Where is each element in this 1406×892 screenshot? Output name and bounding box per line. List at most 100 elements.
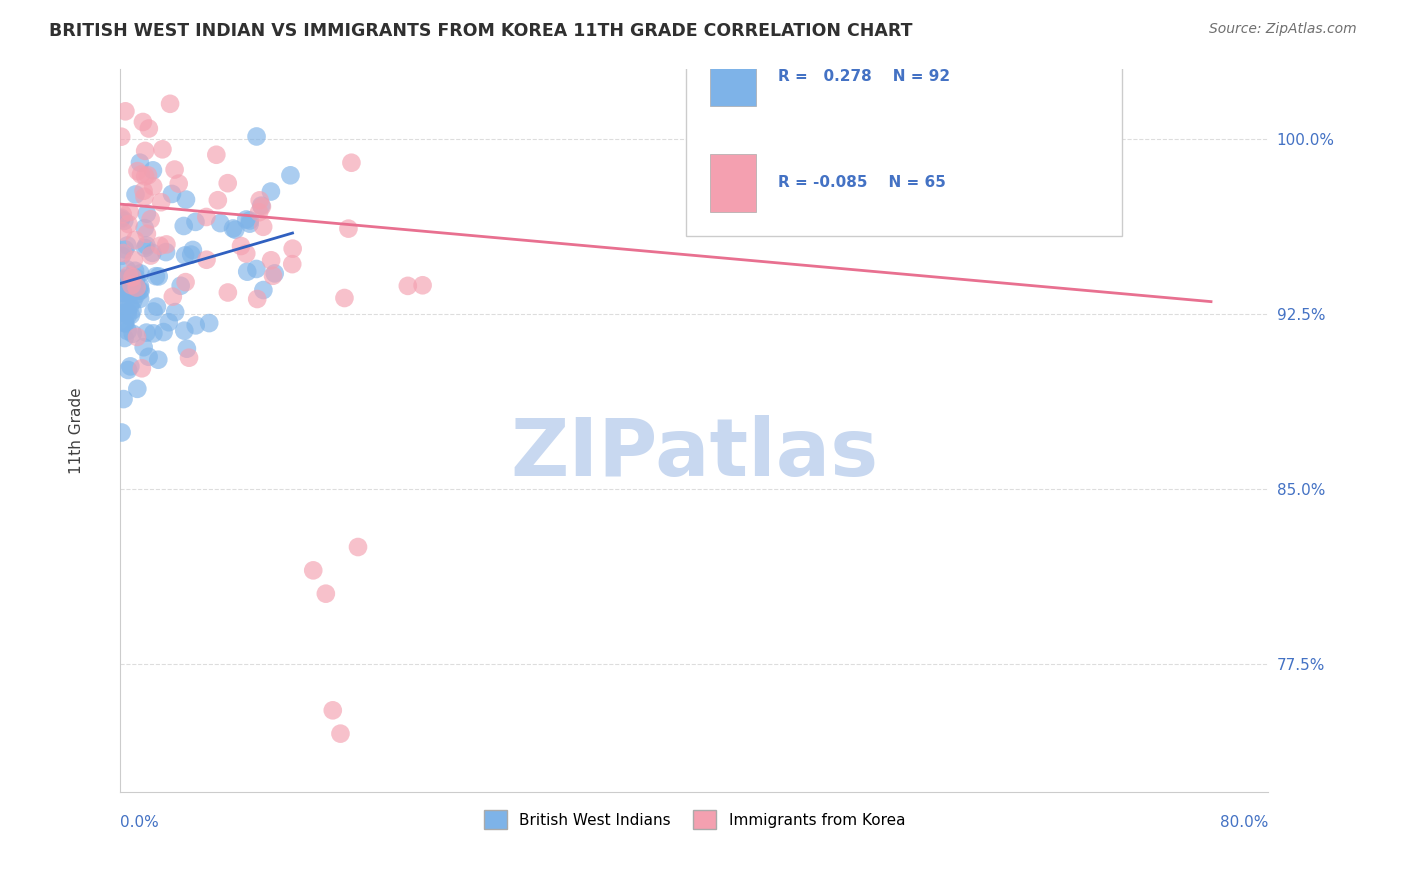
Point [174, 275, 197, 289]
Point [198, 316, 221, 330]
Point [181, 243, 204, 257]
Point [121, 303, 143, 318]
Point [115, 262, 138, 277]
Point [117, 324, 139, 338]
Point [139, 212, 162, 227]
Point [412, 278, 434, 293]
Point [114, 243, 136, 257]
Point [155, 245, 177, 260]
Point [122, 253, 145, 268]
Point [129, 292, 152, 306]
Point [135, 326, 157, 340]
Point [163, 162, 186, 177]
Point [132, 340, 155, 354]
Point [121, 270, 143, 285]
Point [347, 540, 370, 554]
Point [176, 342, 198, 356]
Point [217, 176, 239, 190]
Point [162, 290, 184, 304]
Point [160, 186, 183, 201]
Point [134, 241, 156, 255]
Bar [710, 153, 756, 212]
Point [128, 284, 150, 298]
Point [125, 270, 148, 285]
Point [245, 262, 267, 277]
Point [247, 205, 270, 219]
Point [110, 212, 132, 227]
Point [138, 121, 160, 136]
Point [173, 219, 195, 233]
Point [152, 142, 174, 156]
Point [252, 219, 274, 234]
Point [174, 193, 197, 207]
Point [340, 155, 363, 169]
Point [125, 280, 148, 294]
Text: 0.0%: 0.0% [121, 815, 159, 830]
Point [129, 266, 152, 280]
Point [115, 284, 138, 298]
Point [136, 169, 159, 183]
Point [152, 325, 174, 339]
Point [125, 287, 148, 301]
Point [121, 278, 143, 293]
Point [118, 286, 141, 301]
Point [315, 587, 337, 601]
Point [217, 285, 239, 300]
Point [127, 164, 149, 178]
Point [124, 187, 146, 202]
Point [112, 392, 135, 406]
Point [129, 155, 152, 169]
Point [263, 266, 285, 280]
Text: 11th Grade: 11th Grade [69, 387, 84, 474]
Point [148, 269, 170, 284]
Point [235, 212, 257, 227]
Point [134, 169, 156, 184]
Text: ZIPatlas: ZIPatlas [510, 415, 879, 492]
Point [145, 269, 167, 284]
Point [322, 703, 344, 717]
Point [170, 278, 193, 293]
Point [110, 425, 132, 440]
Point [222, 221, 245, 235]
Point [207, 193, 229, 207]
Point [142, 179, 165, 194]
Point [112, 301, 135, 315]
Point [249, 194, 271, 208]
Point [229, 239, 252, 253]
Point [114, 272, 136, 286]
Text: 80.0%: 80.0% [1220, 815, 1268, 830]
Point [239, 213, 262, 227]
Point [167, 177, 190, 191]
Point [195, 252, 218, 267]
Point [150, 195, 173, 210]
Point [135, 238, 157, 252]
Point [110, 129, 132, 144]
Text: BRITISH WEST INDIAN VS IMMIGRANTS FROM KOREA 11TH GRADE CORRELATION CHART: BRITISH WEST INDIAN VS IMMIGRANTS FROM K… [49, 22, 912, 40]
Point [112, 285, 135, 300]
Point [117, 305, 139, 319]
Point [114, 317, 136, 331]
Point [134, 221, 156, 235]
Point [141, 246, 163, 260]
Point [173, 324, 195, 338]
Point [120, 308, 142, 322]
Point [159, 96, 181, 111]
Point [112, 214, 135, 228]
Point [224, 223, 246, 237]
Point [209, 216, 232, 230]
Legend: British West Indians, Immigrants from Korea: British West Indians, Immigrants from Ko… [478, 804, 911, 835]
Point [250, 198, 273, 212]
Point [142, 326, 165, 341]
Point [114, 316, 136, 330]
Point [281, 242, 304, 256]
Point [110, 211, 132, 225]
Point [148, 352, 170, 367]
Point [129, 168, 152, 182]
Point [146, 300, 169, 314]
Point [337, 221, 360, 235]
Point [157, 315, 180, 329]
Point [118, 205, 141, 219]
Point [117, 363, 139, 377]
Point [117, 238, 139, 252]
Point [124, 264, 146, 278]
